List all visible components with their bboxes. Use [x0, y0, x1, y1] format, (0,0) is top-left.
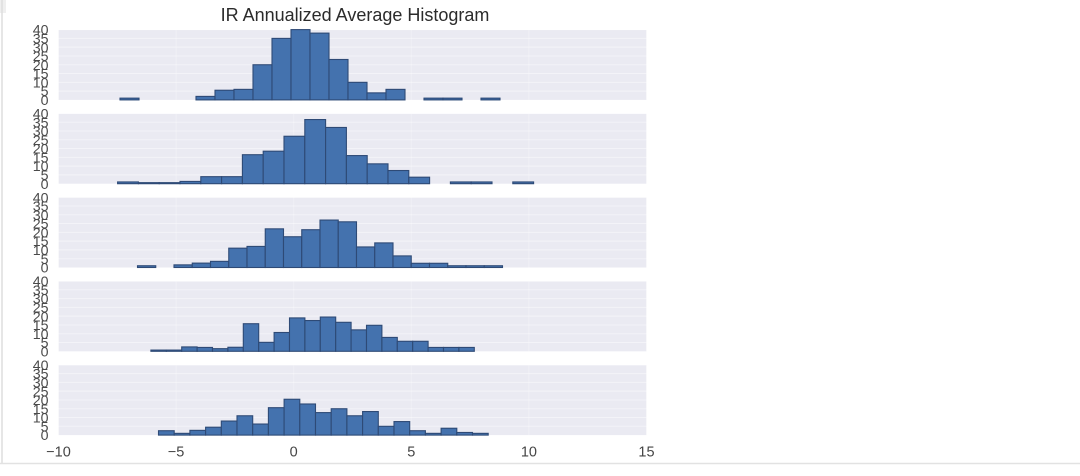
svg-text:10: 10: [33, 159, 49, 175]
svg-text:−5: −5: [168, 445, 185, 461]
svg-text:5: 5: [41, 252, 49, 268]
svg-text:10: 10: [33, 411, 49, 427]
svg-text:25: 25: [33, 217, 49, 233]
svg-text:40: 40: [33, 190, 49, 206]
svg-text:25: 25: [33, 300, 49, 316]
svg-text:30: 30: [33, 40, 49, 56]
svg-text:−10: −10: [46, 445, 71, 461]
svg-text:35: 35: [33, 31, 49, 47]
svg-text:5: 5: [41, 419, 49, 435]
svg-text:15: 15: [638, 445, 654, 461]
svg-text:20: 20: [33, 225, 49, 241]
svg-text:0: 0: [41, 177, 49, 193]
svg-text:25: 25: [33, 384, 49, 400]
svg-text:IR Annualized Average Histogra: IR Annualized Average Histogram: [221, 5, 490, 25]
svg-text:10: 10: [33, 75, 49, 91]
svg-text:30: 30: [33, 124, 49, 140]
svg-text:5: 5: [41, 168, 49, 184]
svg-text:15: 15: [33, 150, 49, 166]
svg-text:0: 0: [41, 261, 49, 277]
svg-text:15: 15: [33, 402, 49, 418]
svg-text:5: 5: [407, 445, 415, 461]
svg-text:40: 40: [33, 358, 49, 374]
svg-text:0: 0: [41, 344, 49, 360]
svg-text:15: 15: [33, 234, 49, 250]
svg-text:10: 10: [33, 327, 49, 343]
svg-text:0: 0: [41, 428, 49, 444]
svg-text:30: 30: [33, 208, 49, 224]
svg-text:25: 25: [33, 133, 49, 149]
svg-text:20: 20: [33, 142, 49, 158]
svg-text:20: 20: [33, 309, 49, 325]
svg-text:15: 15: [33, 67, 49, 83]
svg-text:15: 15: [33, 318, 49, 334]
svg-text:35: 35: [33, 367, 49, 383]
svg-text:25: 25: [33, 49, 49, 65]
svg-text:20: 20: [33, 393, 49, 409]
svg-text:20: 20: [33, 58, 49, 74]
svg-text:5: 5: [41, 336, 49, 352]
svg-text:40: 40: [33, 274, 49, 290]
svg-text:5: 5: [41, 84, 49, 100]
svg-text:30: 30: [33, 375, 49, 391]
svg-text:35: 35: [33, 283, 49, 299]
svg-text:40: 40: [33, 23, 49, 39]
svg-text:0: 0: [41, 93, 49, 109]
svg-text:35: 35: [33, 199, 49, 215]
svg-text:10: 10: [33, 243, 49, 259]
svg-text:40: 40: [33, 107, 49, 123]
svg-text:0: 0: [290, 445, 298, 461]
svg-text:10: 10: [521, 445, 537, 461]
svg-text:35: 35: [33, 115, 49, 131]
svg-text:30: 30: [33, 292, 49, 308]
